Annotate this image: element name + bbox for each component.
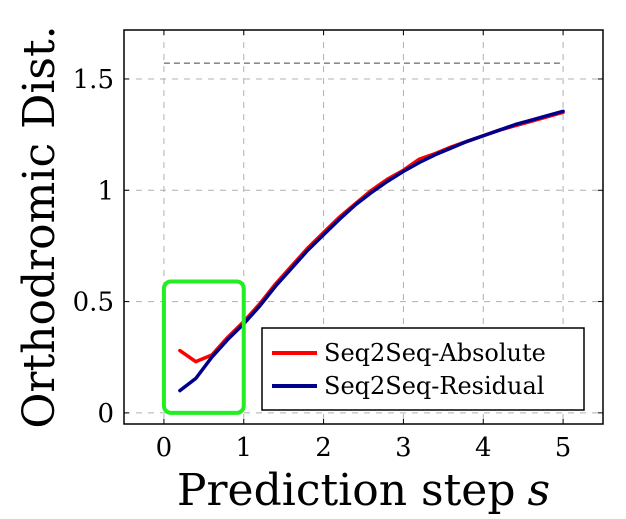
plot-frame — [123, 29, 604, 425]
y-tick-label-3: 1.5 — [73, 65, 114, 95]
highlight-box — [161, 279, 246, 415]
legend-label-seq2seq-absolute: Seq2Seq-Absolute — [324, 339, 546, 367]
y-axis-label: Orthodromic Dist. — [14, 25, 65, 428]
legend-label-seq2seq-residual: Seq2Seq-Residual — [324, 372, 544, 400]
y-axis-ticks: 0 0.5 1 1.5 — [73, 65, 603, 429]
legend: Seq2Seq-Absolute Seq2Seq-Residual — [261, 327, 585, 411]
x-axis-label: Prediction step s — [177, 465, 550, 516]
x-axis-label-variable: s — [528, 465, 551, 516]
grid — [124, 30, 603, 424]
x-tick-label-1: 1 — [235, 433, 252, 463]
x-tick-label-3: 3 — [395, 433, 412, 463]
x-axis-label-text: Prediction step — [177, 465, 516, 516]
x-axis-ticks: 0 1 2 3 4 5 — [156, 30, 572, 463]
x-tick-label-0: 0 — [156, 433, 173, 463]
series-line-seq2seq-absolute — [178, 110, 565, 364]
x-tick-label-5: 5 — [555, 433, 572, 463]
y-tick-label-0: 0 — [97, 399, 114, 429]
y-tick-label-2: 1 — [97, 176, 114, 206]
y-tick-label-1: 0.5 — [73, 288, 114, 318]
x-tick-label-2: 2 — [315, 433, 332, 463]
x-tick-label-4: 4 — [475, 433, 492, 463]
legend-box — [261, 327, 585, 411]
